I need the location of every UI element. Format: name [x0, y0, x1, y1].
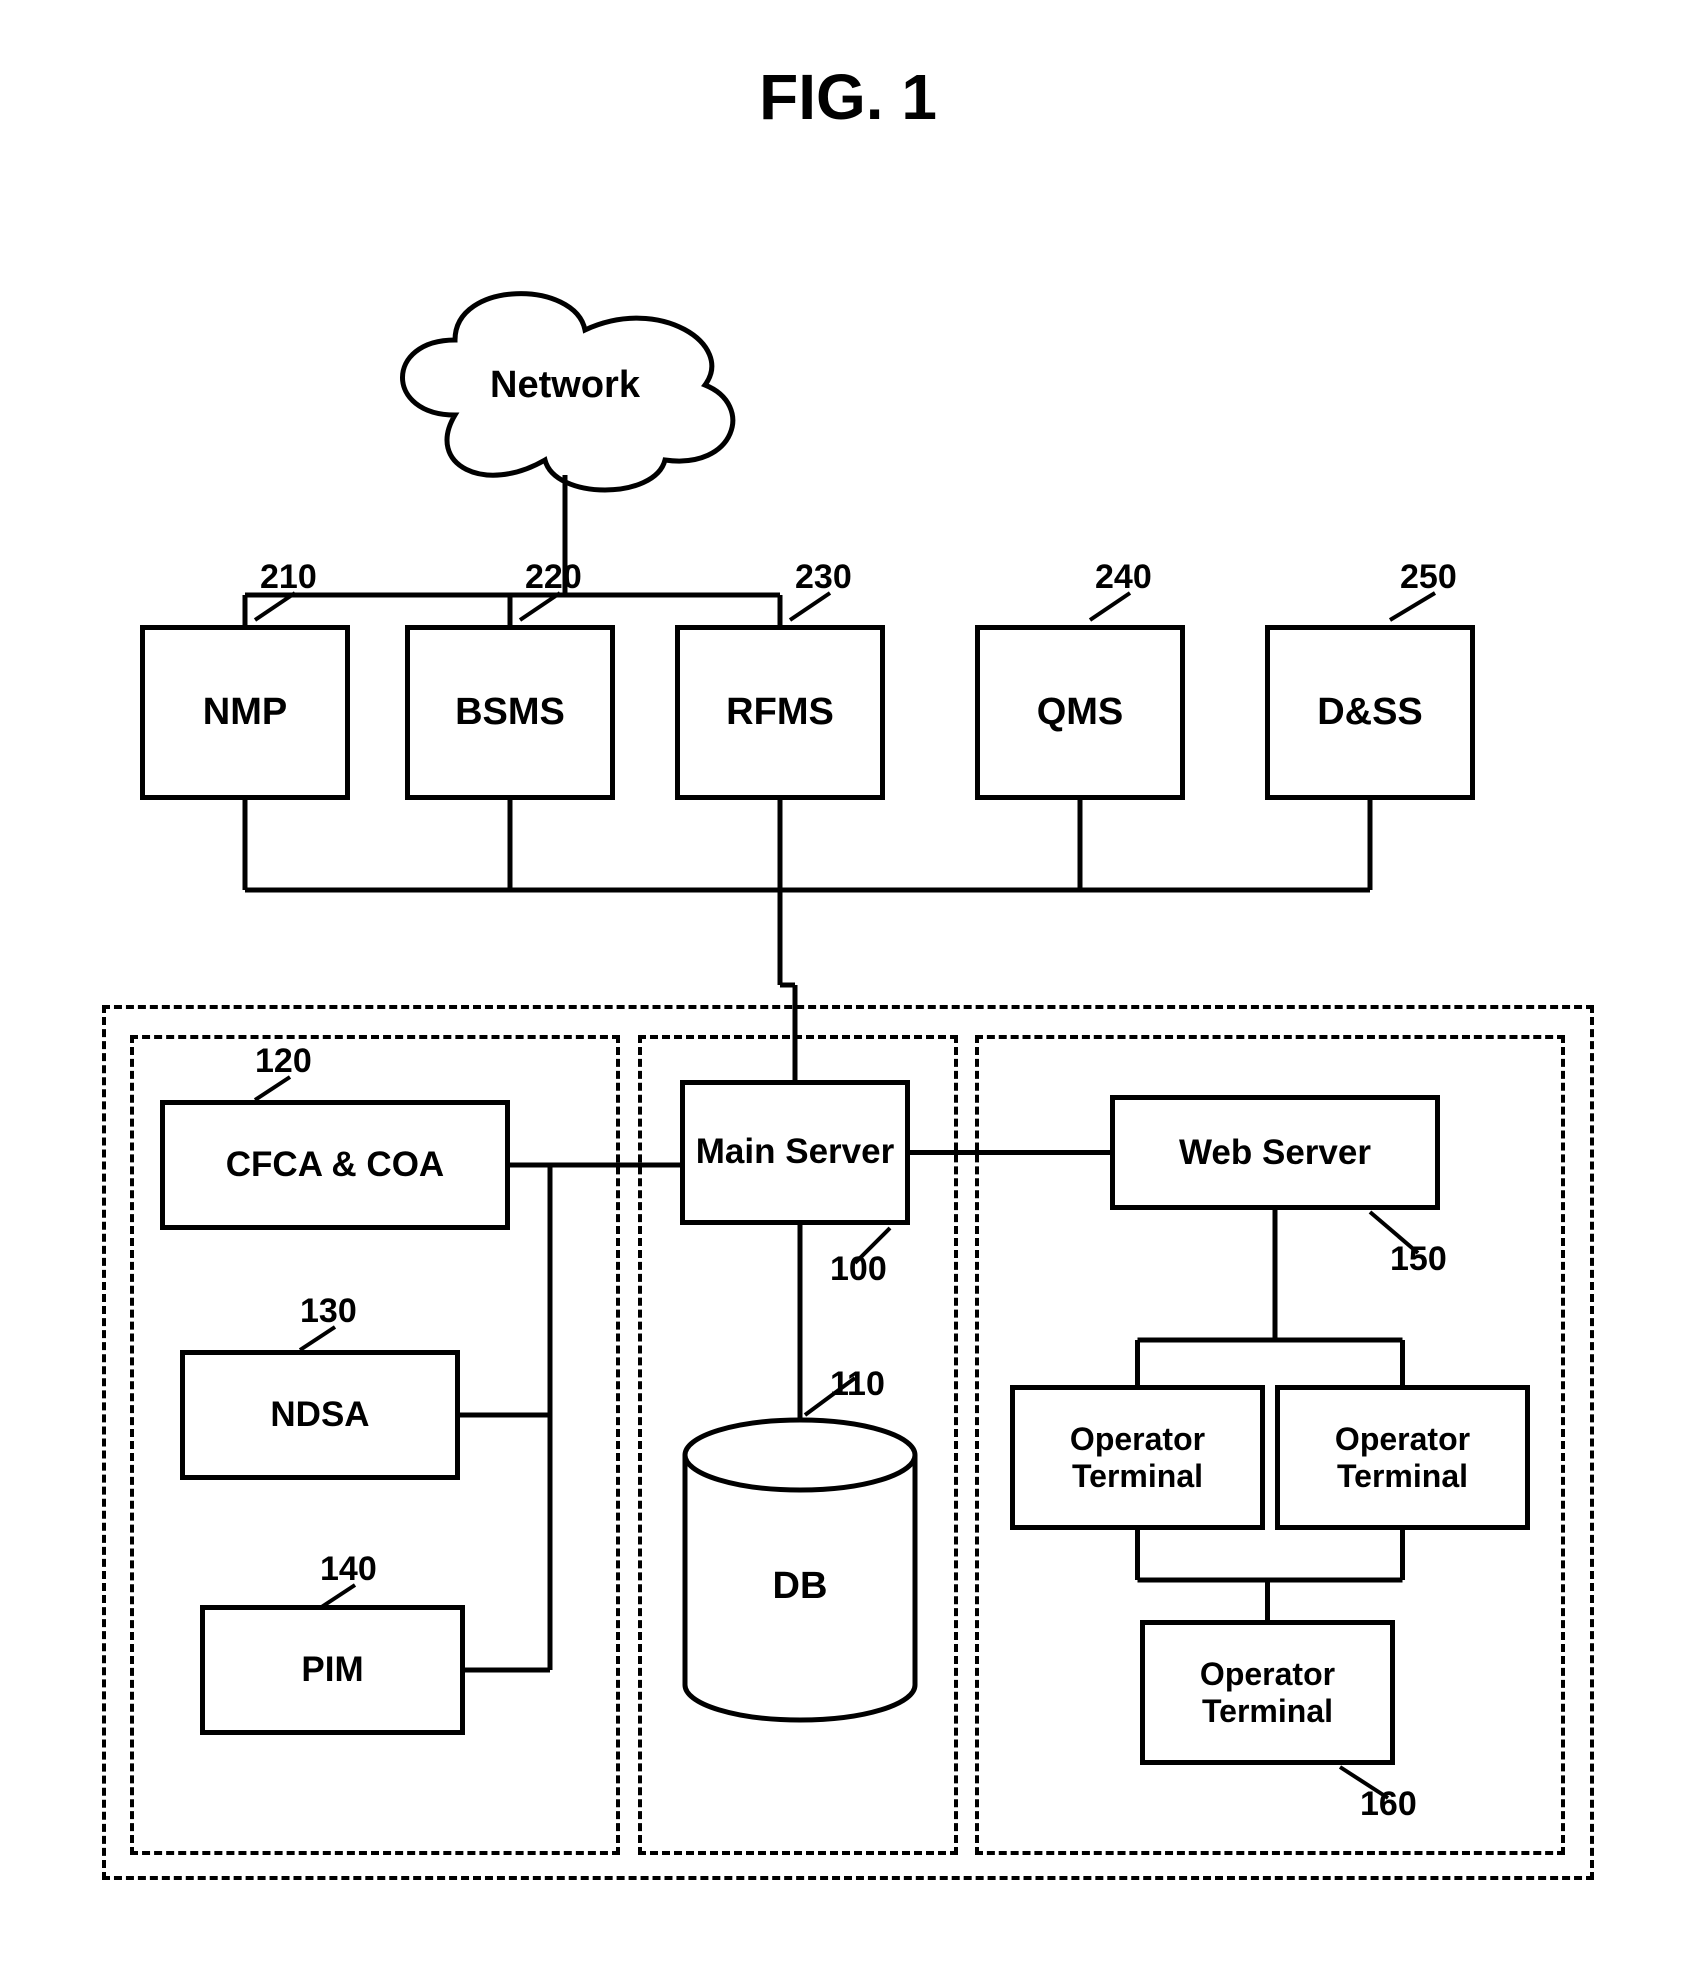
- ndsa-ref: 130: [300, 1292, 357, 1331]
- qms-ref: 240: [1095, 558, 1152, 597]
- figure-title: FIG. 1: [40, 60, 1656, 134]
- web-server-box: Web Server: [1110, 1095, 1440, 1210]
- bsms-box: BSMS: [405, 625, 615, 800]
- db-ref: 110: [830, 1365, 885, 1404]
- operator-terminal-3-ref: 160: [1360, 1785, 1417, 1824]
- pim-ref: 140: [320, 1550, 377, 1589]
- operator-terminal-1: Operator Terminal: [1010, 1385, 1265, 1530]
- operator-terminal-3: Operator Terminal: [1140, 1620, 1395, 1765]
- rfms-box: RFMS: [675, 625, 885, 800]
- network-cloud-label: Network: [490, 364, 641, 406]
- web-server-ref: 150: [1390, 1240, 1447, 1279]
- operator-terminal-2: Operator Terminal: [1275, 1385, 1530, 1530]
- main-server-ref: 100: [830, 1250, 887, 1289]
- pim-box: PIM: [200, 1605, 465, 1735]
- nmp-ref: 210: [260, 558, 317, 597]
- bsms-ref: 220: [525, 558, 582, 597]
- dss-box: D&SS: [1265, 625, 1475, 800]
- main-server-box: Main Server: [680, 1080, 910, 1225]
- dss-ref: 250: [1400, 558, 1457, 597]
- nmp-box: NMP: [140, 625, 350, 800]
- rfms-ref: 230: [795, 558, 852, 597]
- cfca-ref: 120: [255, 1042, 312, 1081]
- qms-box: QMS: [975, 625, 1185, 800]
- cfca-box: CFCA & COA: [160, 1100, 510, 1230]
- ndsa-box: NDSA: [180, 1350, 460, 1480]
